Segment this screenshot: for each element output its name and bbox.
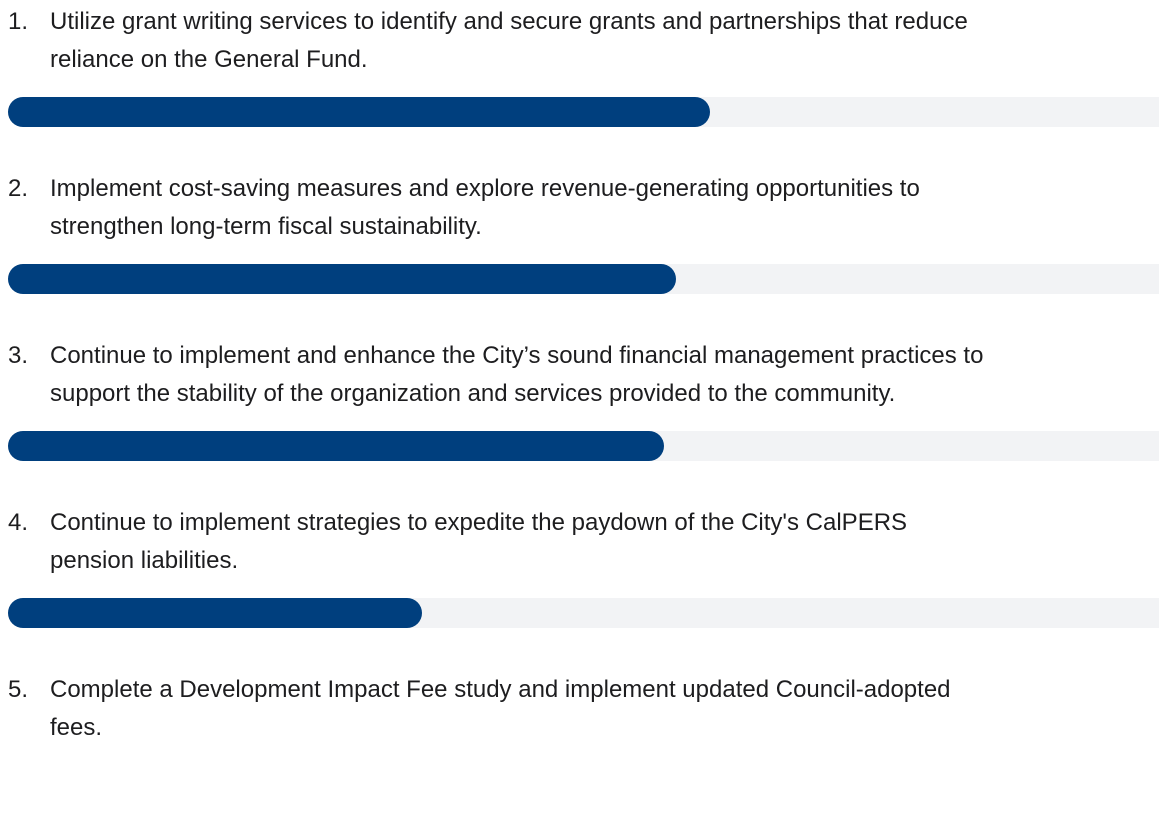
item-text: Continue to implement and enhance the Ci… <box>50 342 984 369</box>
item-text: Continue to implement strategies to expe… <box>50 509 908 536</box>
progress-track <box>8 431 1159 461</box>
progress-fill <box>8 431 665 461</box>
item-text: support the stability of the organizatio… <box>50 380 896 407</box>
goal-item: 2. Implement cost-saving measures and exp… <box>0 170 1159 337</box>
item-number: 5. <box>8 676 29 703</box>
page: 1. Utilize grant writing services to iden… <box>0 3 1159 741</box>
progress-track <box>8 598 1159 628</box>
item-number: 2. <box>8 175 29 202</box>
progress-fill <box>8 598 423 628</box>
progress-fill <box>8 264 676 294</box>
item-number: 4. <box>8 509 29 536</box>
progress-track <box>8 97 1159 127</box>
item-text: Complete a Development Impact Fee study … <box>50 676 951 703</box>
goal-item: 3. Continue to implement and enhance the … <box>0 337 1159 504</box>
item-text: pension liabilities. <box>50 547 239 574</box>
item-text: reliance on the General Fund. <box>50 46 368 73</box>
goal-item: 1. Utilize grant writing services to iden… <box>0 3 1159 170</box>
item-number: 1. <box>8 8 29 35</box>
item-text: Utilize grant writing services to identi… <box>50 8 968 35</box>
progress-track <box>8 264 1159 294</box>
item-text: strengthen long-term fiscal sustainabili… <box>50 213 482 240</box>
item-text: fees. <box>50 714 103 741</box>
goal-item: 4. Continue to implement strategies to ex… <box>0 504 1159 671</box>
item-text: Implement cost-saving measures and explo… <box>50 175 920 202</box>
goal-item: 5. Complete a Development Impact Fee stud… <box>0 671 1159 838</box>
item-number: 3. <box>8 342 29 369</box>
progress-fill <box>8 97 711 127</box>
